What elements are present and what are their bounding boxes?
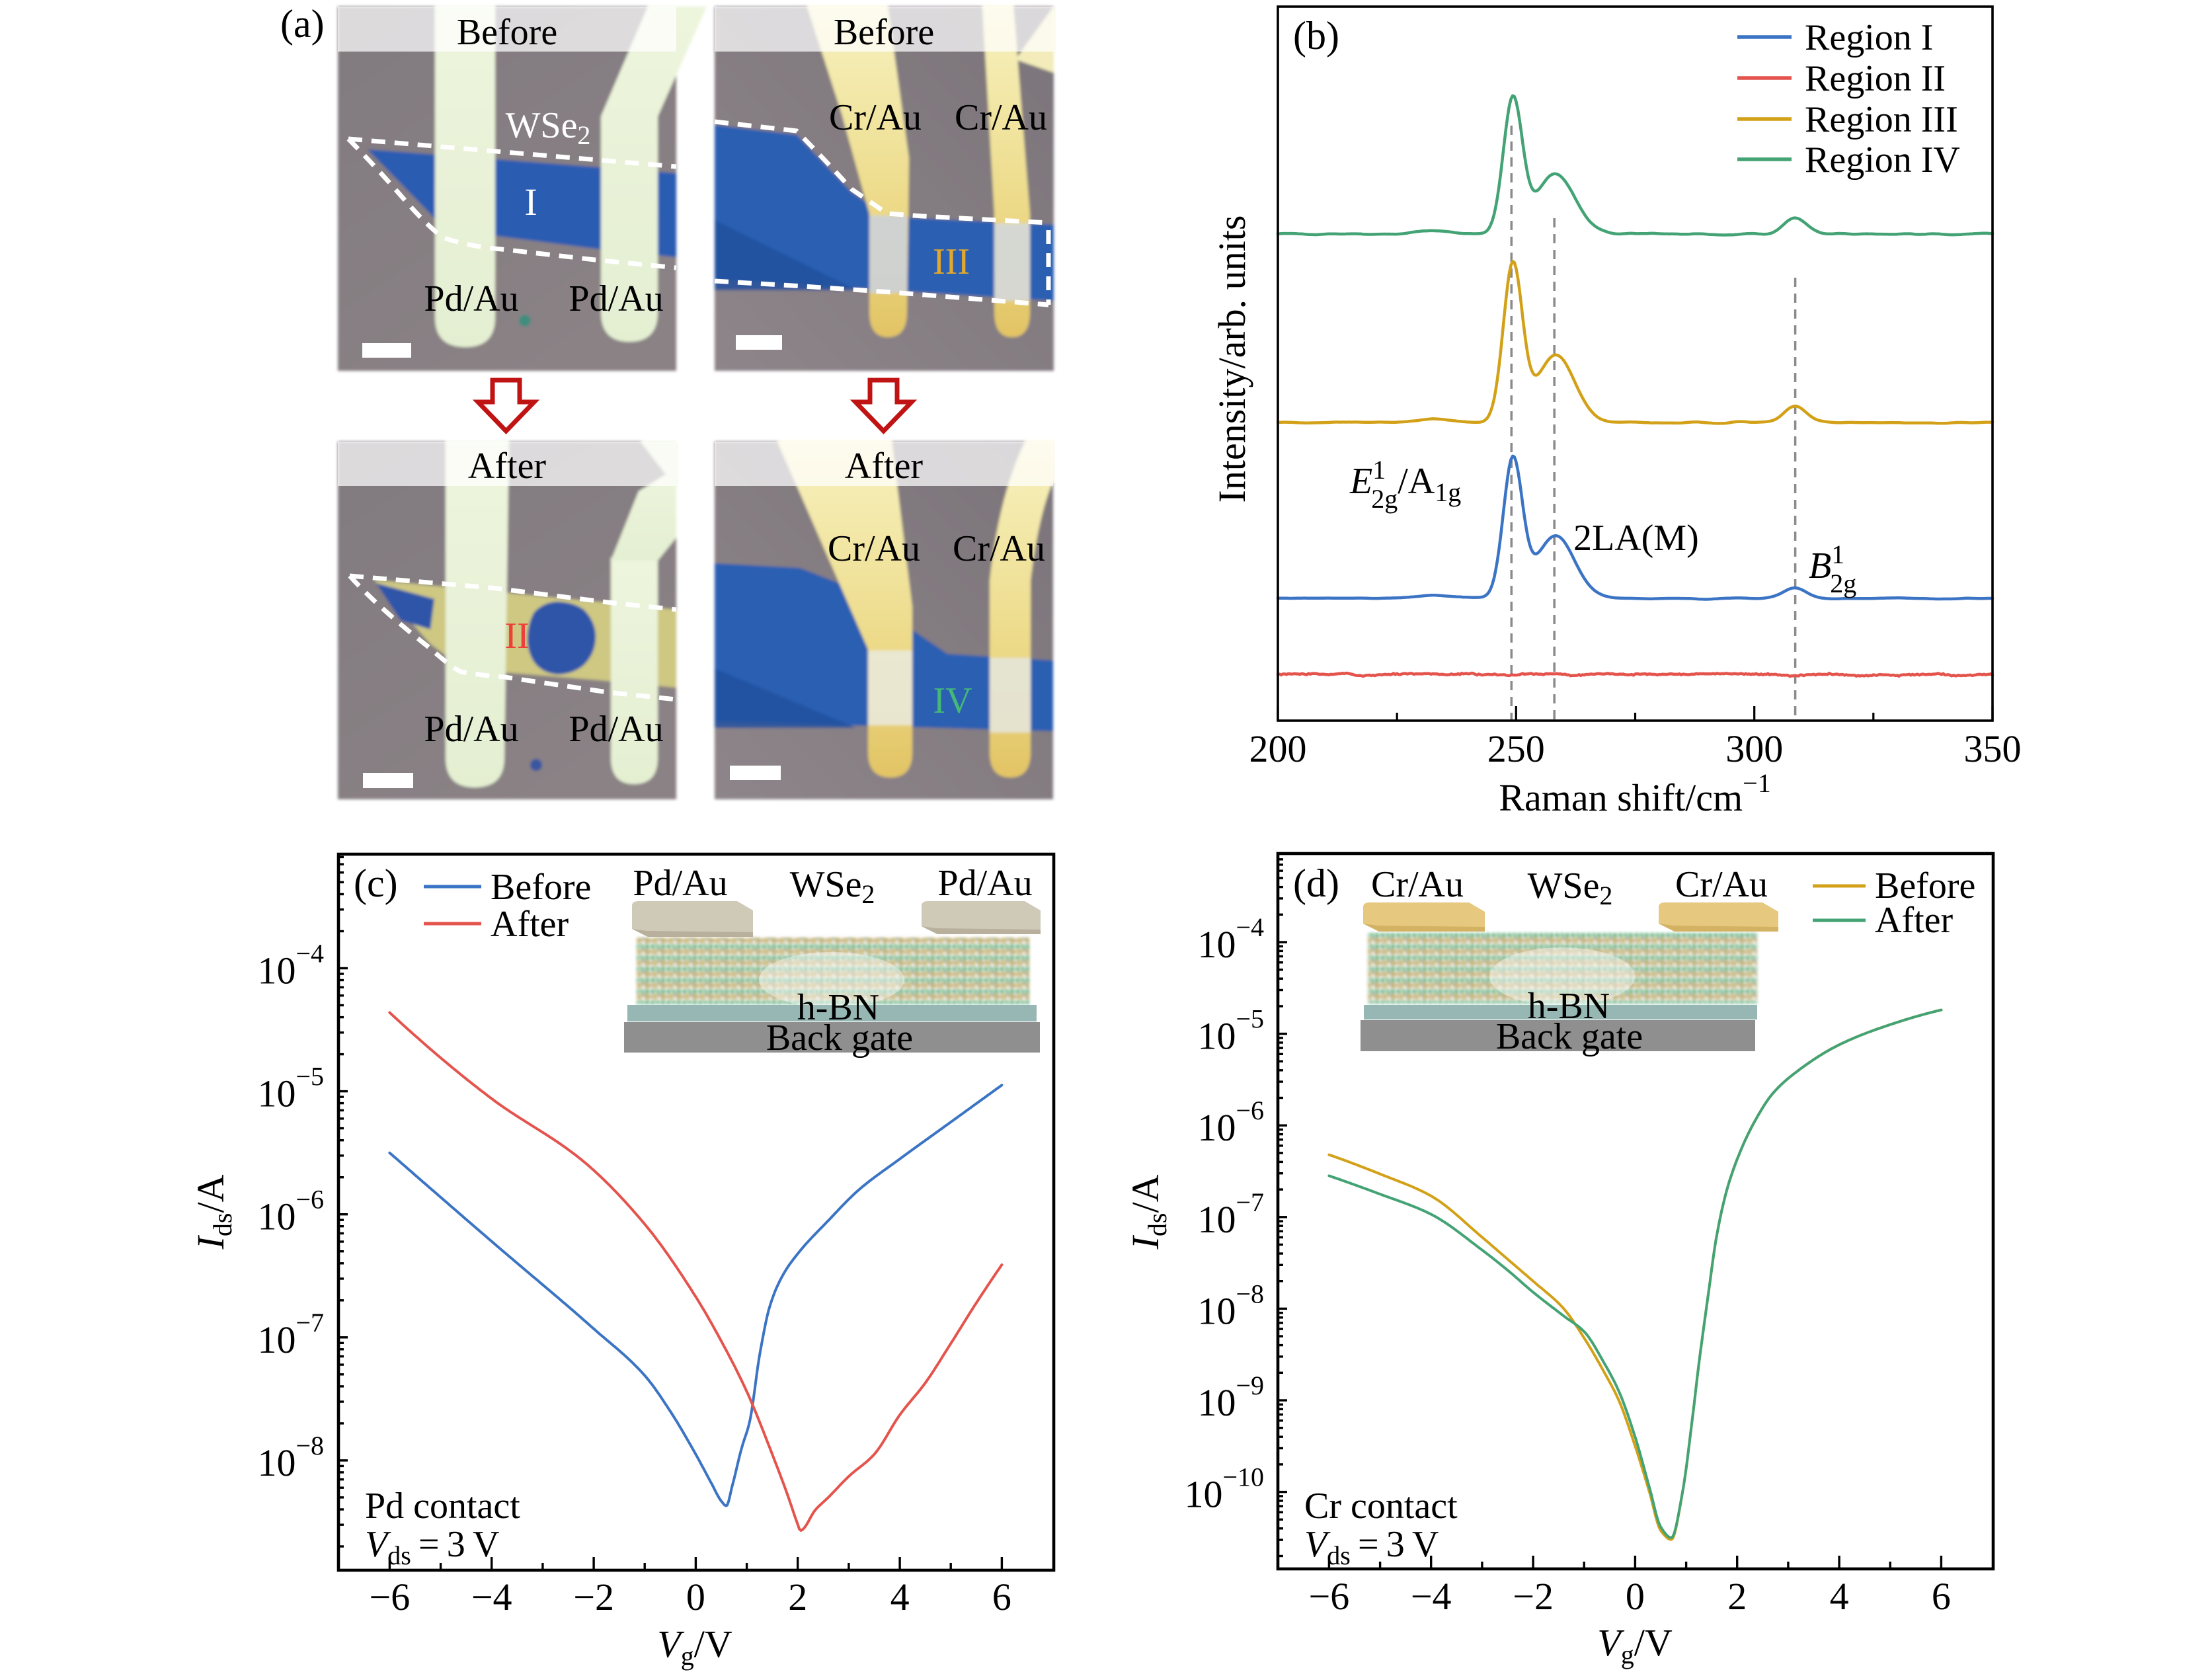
svg-text:IV: IV <box>933 680 972 721</box>
svg-text:WSe2: WSe2 <box>1528 865 1613 910</box>
svg-text:Cr/Au: Cr/Au <box>955 97 1047 138</box>
svg-text:I: I <box>524 180 537 223</box>
svg-text:Pd/Au: Pd/Au <box>569 278 663 319</box>
svg-text:250: 250 <box>1487 727 1545 770</box>
svg-text:2LA(M): 2LA(M) <box>1573 518 1699 559</box>
svg-text:300: 300 <box>1725 727 1783 770</box>
svg-text:WSe2: WSe2 <box>506 105 591 150</box>
svg-text:Pd/Au: Pd/Au <box>424 278 518 319</box>
svg-text:Region IV: Region IV <box>1805 140 1960 180</box>
svg-text:After: After <box>491 904 569 945</box>
svg-text:Before: Before <box>457 12 557 53</box>
svg-text:Cr/Au: Cr/Au <box>828 528 920 569</box>
svg-text:III: III <box>933 241 970 282</box>
svg-text:After: After <box>845 446 924 487</box>
svg-text:Raman shift/cm−1: Raman shift/cm−1 <box>1499 768 1770 819</box>
svg-text:Cr contact: Cr contact <box>1304 1486 1458 1527</box>
svg-text:−6: −6 <box>370 1576 411 1618</box>
svg-text:6: 6 <box>992 1576 1011 1618</box>
svg-text:(b): (b) <box>1293 14 1339 58</box>
svg-text:2: 2 <box>1727 1575 1747 1618</box>
svg-text:Vds = 3 V: Vds = 3 V <box>365 1524 499 1570</box>
svg-text:Pd contact: Pd contact <box>365 1486 520 1527</box>
svg-text:Vg/V: Vg/V <box>1597 1621 1673 1669</box>
svg-text:After: After <box>1875 900 1954 941</box>
svg-text:Vg/V: Vg/V <box>657 1622 732 1671</box>
svg-text:−2: −2 <box>1513 1575 1554 1618</box>
svg-text:Pd/Au: Pd/Au <box>424 709 518 750</box>
svg-text:6: 6 <box>1932 1575 1951 1618</box>
svg-text:h-BN: h-BN <box>1528 986 1610 1027</box>
svg-text:Back gate: Back gate <box>766 1018 913 1058</box>
svg-text:200: 200 <box>1249 727 1307 770</box>
svg-text:0: 0 <box>1626 1575 1645 1618</box>
svg-text:(c): (c) <box>354 861 398 905</box>
svg-text:Pd/Au: Pd/Au <box>569 709 663 750</box>
svg-text:10−5: 10−5 <box>257 1062 324 1115</box>
svg-text:h-BN: h-BN <box>797 987 879 1028</box>
svg-text:0: 0 <box>686 1576 705 1618</box>
svg-text:Cr/Au: Cr/Au <box>829 97 922 138</box>
svg-text:After: After <box>468 446 547 487</box>
svg-text:Before: Before <box>834 12 934 53</box>
svg-text:Ids/A: Ids/A <box>1124 1174 1172 1250</box>
svg-text:Before: Before <box>491 867 591 908</box>
svg-text:−4: −4 <box>471 1576 512 1618</box>
svg-text:WSe2: WSe2 <box>790 864 875 909</box>
svg-text:(a): (a) <box>280 2 325 46</box>
svg-text:Pd/Au: Pd/Au <box>937 863 1032 904</box>
svg-text:Region I: Region I <box>1805 17 1933 58</box>
svg-text:(d): (d) <box>1293 861 1339 905</box>
svg-text:Back gate: Back gate <box>1496 1016 1643 1057</box>
svg-text:2: 2 <box>788 1576 807 1618</box>
svg-text:Vds = 3 V: Vds = 3 V <box>1304 1524 1439 1570</box>
svg-text:Cr/Au: Cr/Au <box>1371 864 1464 905</box>
svg-text:Region II: Region II <box>1805 58 1946 99</box>
svg-text:Ids/A: Ids/A <box>189 1174 237 1250</box>
svg-text:−6: −6 <box>1309 1575 1350 1618</box>
svg-text:II: II <box>504 616 529 657</box>
svg-text:Before: Before <box>1875 865 1975 906</box>
svg-text:4: 4 <box>890 1576 910 1618</box>
svg-text:350: 350 <box>1964 727 2022 770</box>
svg-text:Region III: Region III <box>1805 99 1958 140</box>
svg-text:−4: −4 <box>1411 1575 1452 1618</box>
svg-text:Cr/Au: Cr/Au <box>953 528 1045 569</box>
svg-text:4: 4 <box>1830 1575 1849 1618</box>
svg-text:−2: −2 <box>573 1576 614 1618</box>
svg-text:Cr/Au: Cr/Au <box>1675 864 1768 905</box>
svg-text:Intensity/arb. units: Intensity/arb. units <box>1210 216 1253 503</box>
svg-text:Pd/Au: Pd/Au <box>633 863 727 904</box>
